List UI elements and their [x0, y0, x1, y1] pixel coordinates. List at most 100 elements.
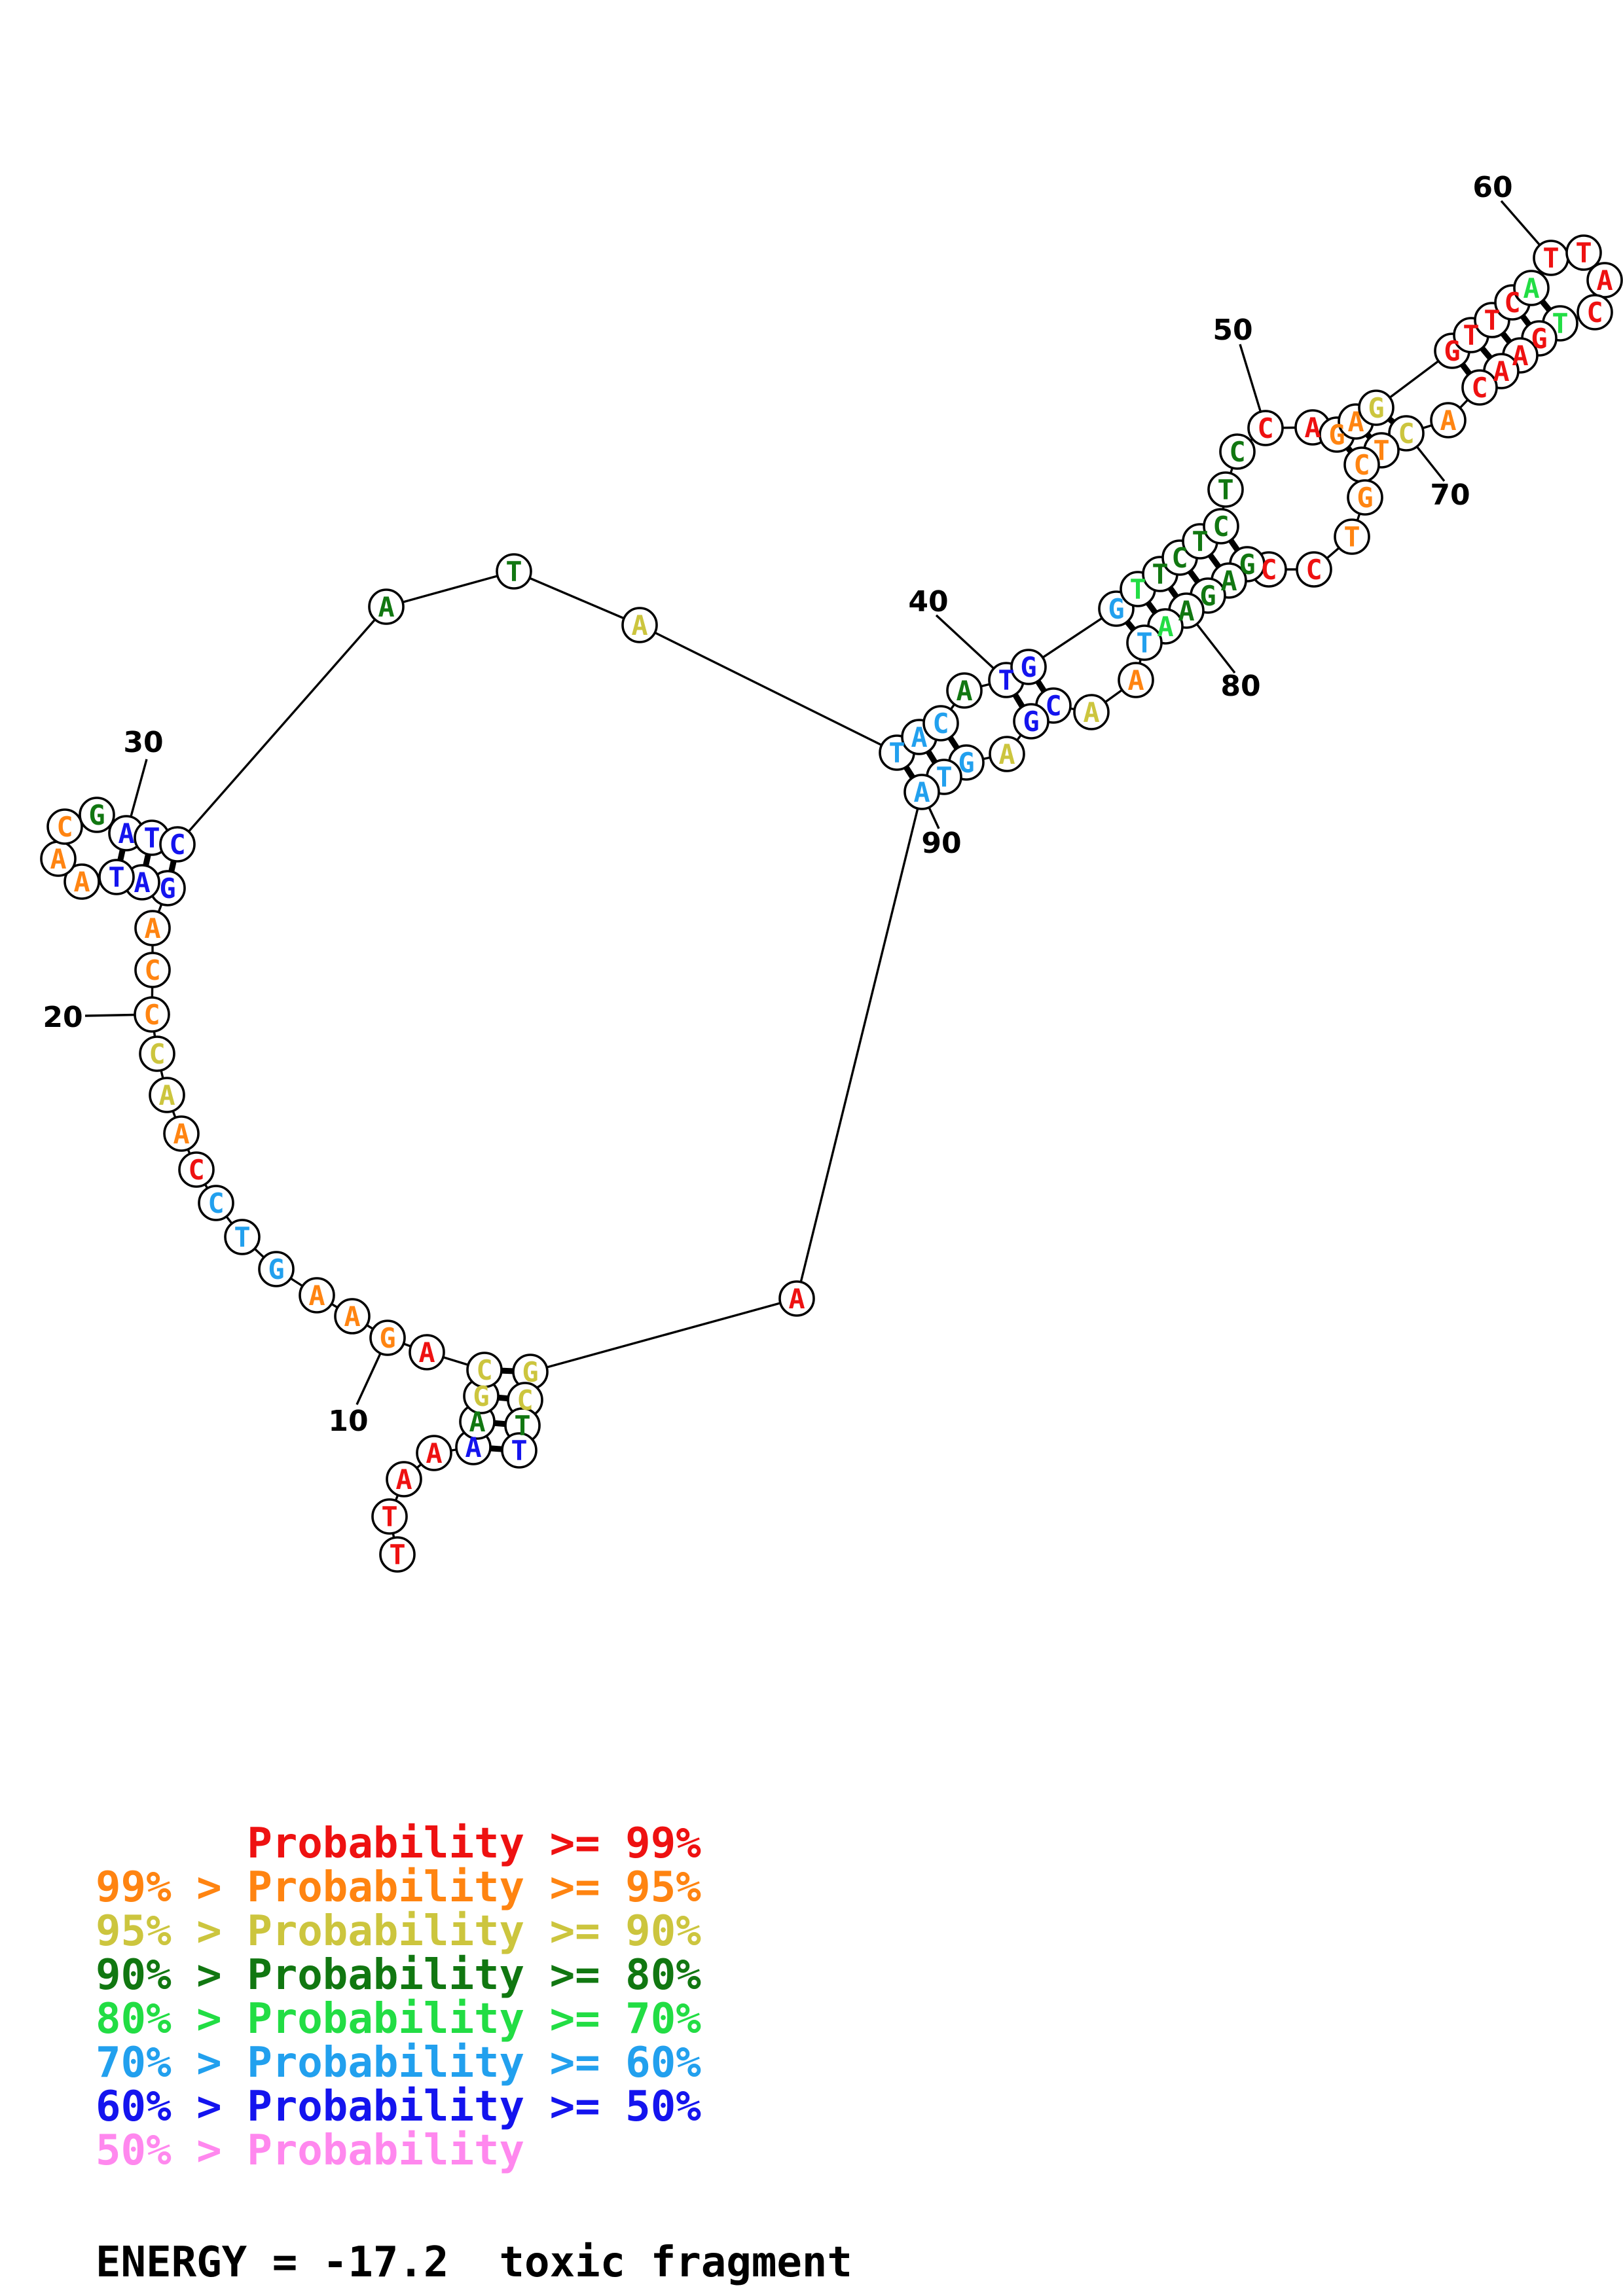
nucleotide-circle	[1358, 389, 1395, 426]
nucleotide-base: T	[1152, 558, 1168, 590]
nucleotide-base: C	[1586, 296, 1603, 329]
nucleotide-base: T	[389, 1539, 405, 1571]
nucleotide-base: G	[1108, 593, 1124, 625]
backbone-segment	[176, 605, 388, 846]
nucleotide-circle	[1073, 694, 1110, 730]
nucleotide-circle	[334, 1298, 371, 1335]
nucleotide-base: T	[998, 664, 1014, 696]
nucleotide-base: G	[1199, 580, 1216, 612]
nucleotide-base: A	[73, 866, 90, 898]
nucleotide-base: G	[1239, 548, 1255, 581]
nucleotide-base: A	[1493, 355, 1509, 387]
nucleotide-base: T	[511, 1435, 527, 1467]
nucleotide-circle	[1013, 703, 1049, 740]
nucleotide-base: A	[308, 1280, 325, 1312]
nucleotide-base: C	[1213, 511, 1229, 543]
nucleotide-base: G	[1328, 419, 1345, 451]
nucleotide-base: G	[1531, 323, 1547, 355]
nucleotide-base: T	[381, 1501, 397, 1533]
nucleotide-circle	[224, 1219, 261, 1255]
legend-row: 70% > Probability >= 60%	[96, 2039, 701, 2087]
nucleotide-base: C	[1171, 542, 1188, 574]
nucleotide-base: T	[1217, 474, 1233, 506]
nucleotide-base: A	[1523, 272, 1539, 304]
nucleotide-circle	[1577, 294, 1613, 331]
nucleotide-circle	[98, 859, 135, 895]
sequence-number-label: 10	[328, 1405, 368, 1438]
sequence-number-label: 60	[1472, 171, 1512, 204]
sequence-number-label: 70	[1430, 478, 1470, 512]
nucleotide-base: T	[936, 761, 952, 793]
nucleotide-circle	[903, 774, 940, 810]
nucleotide-base: A	[144, 912, 160, 944]
nucleotide-base: T	[505, 556, 522, 588]
nucleotide-base: A	[50, 843, 66, 875]
nucleotide-circle	[369, 1319, 406, 1356]
nucleotide-circle	[1565, 234, 1602, 271]
nucleotide-base: G	[268, 1253, 284, 1285]
nucleotide-circle	[946, 672, 983, 709]
nucleotide-base: G	[1368, 392, 1384, 424]
nucleotide-base: A	[913, 776, 930, 808]
legend-row: 90% > Probability >= 80%	[96, 1951, 701, 2000]
nucleotide-base: A	[1178, 595, 1194, 627]
backbone-segment	[386, 570, 515, 608]
nucleotide-base: A	[158, 1079, 175, 1111]
sequence-number-label: 40	[908, 585, 948, 619]
nucleotide-base: A	[418, 1336, 435, 1369]
nucleotide-base: T	[514, 1410, 530, 1442]
nucleotide-circle	[163, 1115, 200, 1152]
nucleotide-base: C	[56, 811, 73, 843]
nucleotide-base: G	[159, 872, 175, 905]
nucleotide-circle	[46, 808, 83, 845]
nucleotide-circle	[134, 996, 170, 1033]
nucleotide-base: A	[173, 1118, 189, 1150]
nucleotide-circle	[198, 1185, 234, 1221]
nucleotide-base: G	[522, 1356, 538, 1388]
nucleotide-circle	[64, 863, 100, 900]
nucleotide-circle	[1296, 551, 1332, 588]
nucleotide-base: C	[208, 1187, 224, 1219]
nucleotide-circle	[1461, 369, 1498, 406]
nucleotide-circle	[1010, 649, 1047, 685]
nucleotide-circle	[386, 1461, 422, 1498]
nucleotide-base: T	[234, 1221, 250, 1253]
nucleotide-base: T	[108, 861, 124, 893]
nucleotide-circle	[79, 797, 115, 833]
nucleotide-base: T	[143, 822, 160, 854]
probability-legend: Probability >= 99% 99% > Probability >= 9…	[96, 1822, 701, 2173]
legend-row: 99% > Probability >= 95%	[96, 1863, 701, 1912]
nucleotide-base: A	[631, 609, 647, 641]
nucleotide-base: T	[1192, 526, 1208, 558]
nucleotide-base: G	[88, 799, 105, 831]
nucleotide-base: C	[476, 1354, 492, 1386]
nucleotide-base: C	[143, 999, 160, 1031]
nucleotide-base: C	[1305, 554, 1322, 586]
nucleotide-base: T	[1343, 521, 1360, 553]
nucleotide-base: G	[379, 1322, 395, 1354]
legend-row: 80% > Probability >= 70%	[96, 1995, 701, 2043]
nucleotide-base: A	[134, 867, 150, 899]
nucleotide-base: G	[1444, 335, 1460, 367]
nucleotide-base: T	[1552, 308, 1568, 340]
sequence-number-label: 90	[921, 827, 961, 860]
nucleotide-circle	[1347, 479, 1383, 516]
nucleotide-base: C	[1260, 554, 1277, 586]
legend-row: 60% > Probability >= 50%	[96, 2083, 701, 2131]
nucleotide-base: G	[1357, 482, 1373, 514]
nucleotide-base: G	[958, 747, 974, 779]
nucleotide-circle	[778, 1280, 815, 1317]
nucleotide-circle	[1126, 624, 1163, 661]
sequence-number-label: 80	[1220, 670, 1260, 703]
nucleotide-base: C	[932, 708, 949, 740]
nucleotide-base: A	[1440, 404, 1456, 437]
nucleotide-base: C	[1398, 418, 1414, 450]
nucleotide-circle	[501, 1432, 538, 1469]
nucleotide-base: C	[1045, 690, 1061, 722]
nucleotide-circle	[379, 1536, 416, 1573]
nucleotide-circle	[159, 826, 196, 863]
energy-caption: ENERGY = -17.2 toxic fragment	[96, 2238, 852, 2287]
backbone-segment	[513, 570, 640, 626]
nucleotide-circle	[621, 607, 658, 643]
